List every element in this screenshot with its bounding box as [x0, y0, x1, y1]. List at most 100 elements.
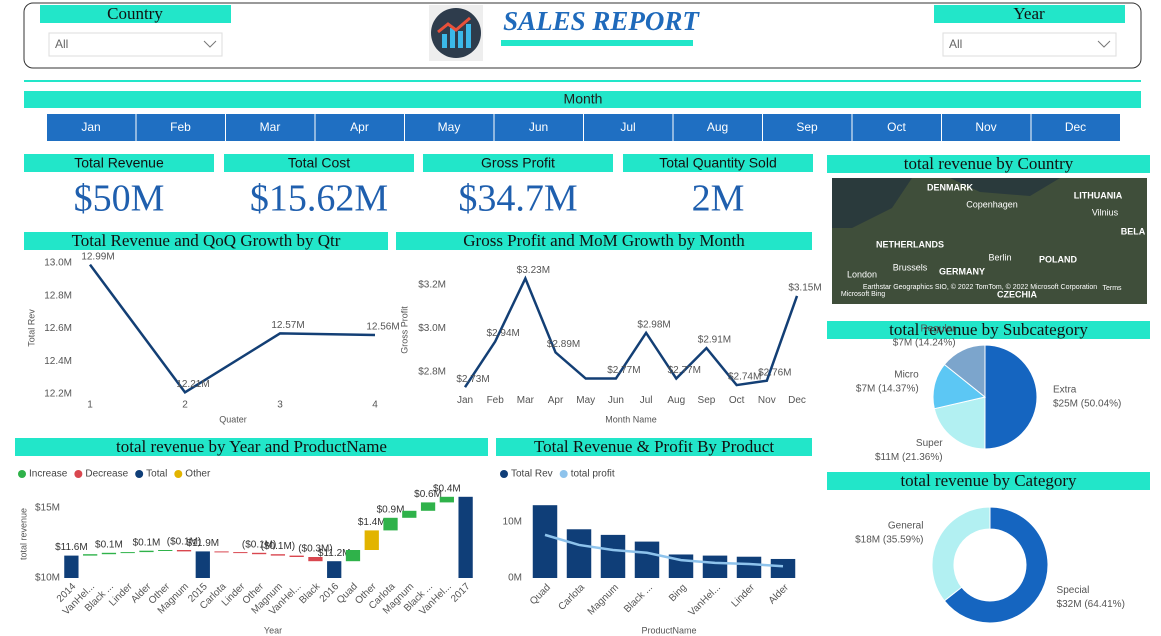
month-button[interactable]	[136, 114, 226, 141]
bar	[364, 530, 379, 550]
filter-label: Country	[107, 4, 163, 23]
dropdown-value[interactable]: All	[55, 37, 68, 51]
month-button[interactable]	[1031, 114, 1121, 141]
chevron[interactable]	[1097, 40, 1111, 48]
data-label: $2.98M	[637, 320, 670, 331]
data-label: $0.1M	[95, 539, 123, 550]
month-label[interactable]: Jun	[529, 120, 548, 134]
bar	[600, 534, 626, 578]
x-axis-title: Year	[264, 625, 282, 635]
bar	[64, 555, 79, 578]
month-button[interactable]	[584, 114, 673, 141]
country-dropdown[interactable]: All	[48, 32, 223, 57]
bar	[532, 505, 558, 578]
month-label[interactable]: May	[438, 120, 461, 134]
month-button[interactable]	[226, 114, 315, 141]
map-label: Copenhagen	[966, 199, 1018, 209]
month-label[interactable]: Oct	[887, 120, 906, 134]
bar	[634, 541, 660, 578]
data-label: $11.6M	[55, 542, 88, 553]
chevron[interactable]	[203, 40, 217, 48]
map-label: BELA	[1121, 226, 1146, 236]
data-label: $2.76M	[758, 367, 791, 378]
y-tick-label: $2.8M	[418, 367, 446, 378]
month-label[interactable]: Sep	[796, 120, 818, 134]
month-label[interactable]: Apr	[350, 120, 369, 134]
x-tick-label: Oct	[729, 395, 745, 406]
y-tick-label: 12.2M	[44, 389, 72, 400]
line	[88, 263, 376, 395]
x-tick-label: Jan	[457, 395, 473, 406]
y-tick-label: 12.6M	[44, 323, 72, 334]
x-tick-label: Magnum	[586, 582, 621, 617]
legend-swatch	[500, 470, 508, 478]
filter-label-bar	[40, 5, 231, 23]
month-button[interactable]	[494, 114, 584, 141]
month-button[interactable]	[852, 114, 942, 141]
chart-title-bar	[496, 438, 812, 456]
y-tick-label: 0M	[508, 573, 522, 584]
kpi-label: Gross Profit	[481, 155, 555, 171]
bar	[214, 551, 229, 553]
month-label[interactable]: Jan	[81, 120, 100, 134]
bar	[439, 496, 454, 503]
data-label: $2.77M	[607, 365, 640, 376]
slice-label: Micro	[894, 369, 919, 380]
bar	[139, 550, 154, 553]
logo-bar	[458, 31, 463, 48]
legend-swatch	[559, 470, 568, 478]
x-axis-title: ProductName	[641, 625, 696, 635]
data-label: $11.9M	[186, 538, 219, 549]
map-label: Vilnius	[1092, 207, 1119, 217]
bar	[251, 552, 267, 555]
month-label[interactable]: Dec	[1065, 120, 1086, 134]
month-button[interactable]	[315, 114, 405, 141]
slice	[943, 344, 986, 399]
y-tick-label: $10M	[35, 573, 60, 584]
data-label: $3.23M	[517, 265, 550, 276]
slice-value: $18M (35.59%)	[855, 534, 923, 545]
chart-title: total revenue by Year and ProductName	[116, 437, 387, 456]
bar	[736, 556, 762, 578]
bar	[770, 558, 796, 578]
chart-title-bar	[15, 438, 488, 456]
legend-label: Total Rev	[511, 469, 553, 480]
bar	[83, 554, 98, 556]
dropdown-value[interactable]: All	[949, 37, 962, 51]
month-button[interactable]	[673, 114, 763, 141]
month-label[interactable]: Feb	[170, 120, 191, 134]
kpi-label-bar	[24, 154, 214, 172]
map-label: London	[847, 269, 877, 279]
bar	[383, 517, 398, 531]
month-button[interactable]	[763, 114, 852, 141]
data-label: $0.1M	[133, 537, 161, 548]
slice	[943, 506, 1049, 624]
dropdown-box[interactable]	[942, 32, 1117, 57]
month-button[interactable]	[47, 114, 136, 141]
year-dropdown[interactable]: All	[942, 32, 1117, 57]
month-label[interactable]: Aug	[707, 120, 728, 134]
month-button[interactable]	[405, 114, 494, 141]
x-tick-label: 2	[182, 400, 188, 411]
month-label[interactable]: Jul	[620, 120, 635, 134]
bar	[120, 552, 135, 554]
month-button[interactable]	[942, 114, 1031, 141]
y-tick-label: $3.0M	[418, 323, 446, 334]
month-label[interactable]: Nov	[975, 120, 996, 134]
data-label: ($0.3M)	[298, 544, 332, 555]
slice-label: General	[888, 520, 924, 531]
x-tick-label: Jun	[608, 395, 624, 406]
bar	[176, 550, 192, 552]
dropdown-box[interactable]	[48, 32, 223, 57]
month-label[interactable]: Mar	[260, 120, 281, 134]
data-label: 12.56M	[366, 322, 399, 333]
kpi-label: Total Revenue	[74, 155, 164, 171]
bar	[289, 555, 304, 557]
slice	[933, 396, 986, 450]
data-label: 12.57M	[271, 320, 304, 331]
logo-bar	[442, 34, 447, 48]
data-label: $11.2M	[318, 548, 351, 559]
slice-label: Special	[1057, 585, 1090, 596]
map-label: NETHERLANDS	[876, 239, 944, 249]
